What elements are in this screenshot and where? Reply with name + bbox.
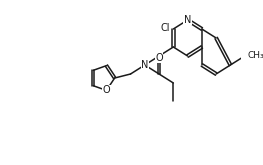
Text: Cl: Cl <box>160 23 170 33</box>
Text: N: N <box>141 60 149 70</box>
Text: N: N <box>184 15 191 25</box>
Text: O: O <box>103 85 110 95</box>
Text: O: O <box>155 53 163 63</box>
Text: CH₃: CH₃ <box>247 51 263 61</box>
